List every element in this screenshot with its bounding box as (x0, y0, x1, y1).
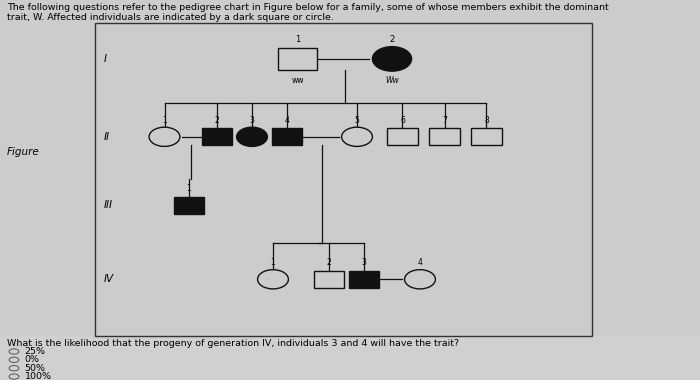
Text: 7: 7 (442, 116, 447, 125)
Text: Figure: Figure (7, 147, 40, 157)
Ellipse shape (405, 270, 435, 289)
Bar (349, 271, 379, 288)
Ellipse shape (149, 127, 180, 146)
Bar (429, 128, 460, 145)
Text: II: II (104, 132, 110, 142)
Text: 4: 4 (285, 116, 289, 125)
Bar (94, 23, 592, 336)
Text: 2: 2 (215, 116, 219, 125)
Circle shape (9, 366, 19, 371)
Ellipse shape (258, 270, 288, 289)
Text: 8: 8 (484, 116, 489, 125)
Circle shape (9, 349, 19, 354)
Circle shape (9, 357, 19, 363)
Text: The following questions refer to the pedigree chart in Figure below for a family: The following questions refer to the ped… (7, 3, 609, 12)
Text: What is the likelihood that the progeny of generation IV, individuals 3 and 4 wi: What is the likelihood that the progeny … (7, 339, 459, 348)
Bar (174, 197, 204, 214)
Text: ww: ww (291, 76, 304, 86)
Bar (202, 128, 232, 145)
Bar (314, 271, 344, 288)
Text: 5: 5 (355, 116, 359, 125)
Text: 1: 1 (162, 116, 167, 125)
Text: 0%: 0% (25, 355, 39, 364)
Text: 2: 2 (327, 258, 331, 267)
Text: 3: 3 (250, 116, 254, 125)
Text: 4: 4 (418, 258, 422, 267)
Bar (278, 48, 317, 70)
Text: III: III (104, 200, 113, 210)
Text: IV: IV (104, 274, 113, 284)
Text: trait, W. Affected individuals are indicated by a dark square or circle.: trait, W. Affected individuals are indic… (7, 13, 334, 22)
Ellipse shape (372, 47, 412, 71)
Text: 1: 1 (295, 35, 300, 44)
Text: Ww: Ww (385, 76, 399, 86)
Bar (272, 128, 302, 145)
Bar (387, 128, 418, 145)
Bar (0, 336, 700, 380)
Text: 25%: 25% (25, 347, 46, 356)
Text: 1: 1 (271, 258, 275, 267)
Text: 1: 1 (187, 184, 191, 193)
Text: 100%: 100% (25, 372, 52, 380)
Text: I: I (104, 54, 106, 64)
Text: 2: 2 (389, 35, 395, 44)
Bar (471, 128, 502, 145)
Text: 6: 6 (400, 116, 405, 125)
Circle shape (9, 374, 19, 379)
Text: 50%: 50% (25, 364, 46, 373)
Text: 3: 3 (362, 258, 366, 267)
Ellipse shape (237, 127, 267, 146)
Ellipse shape (342, 127, 372, 146)
